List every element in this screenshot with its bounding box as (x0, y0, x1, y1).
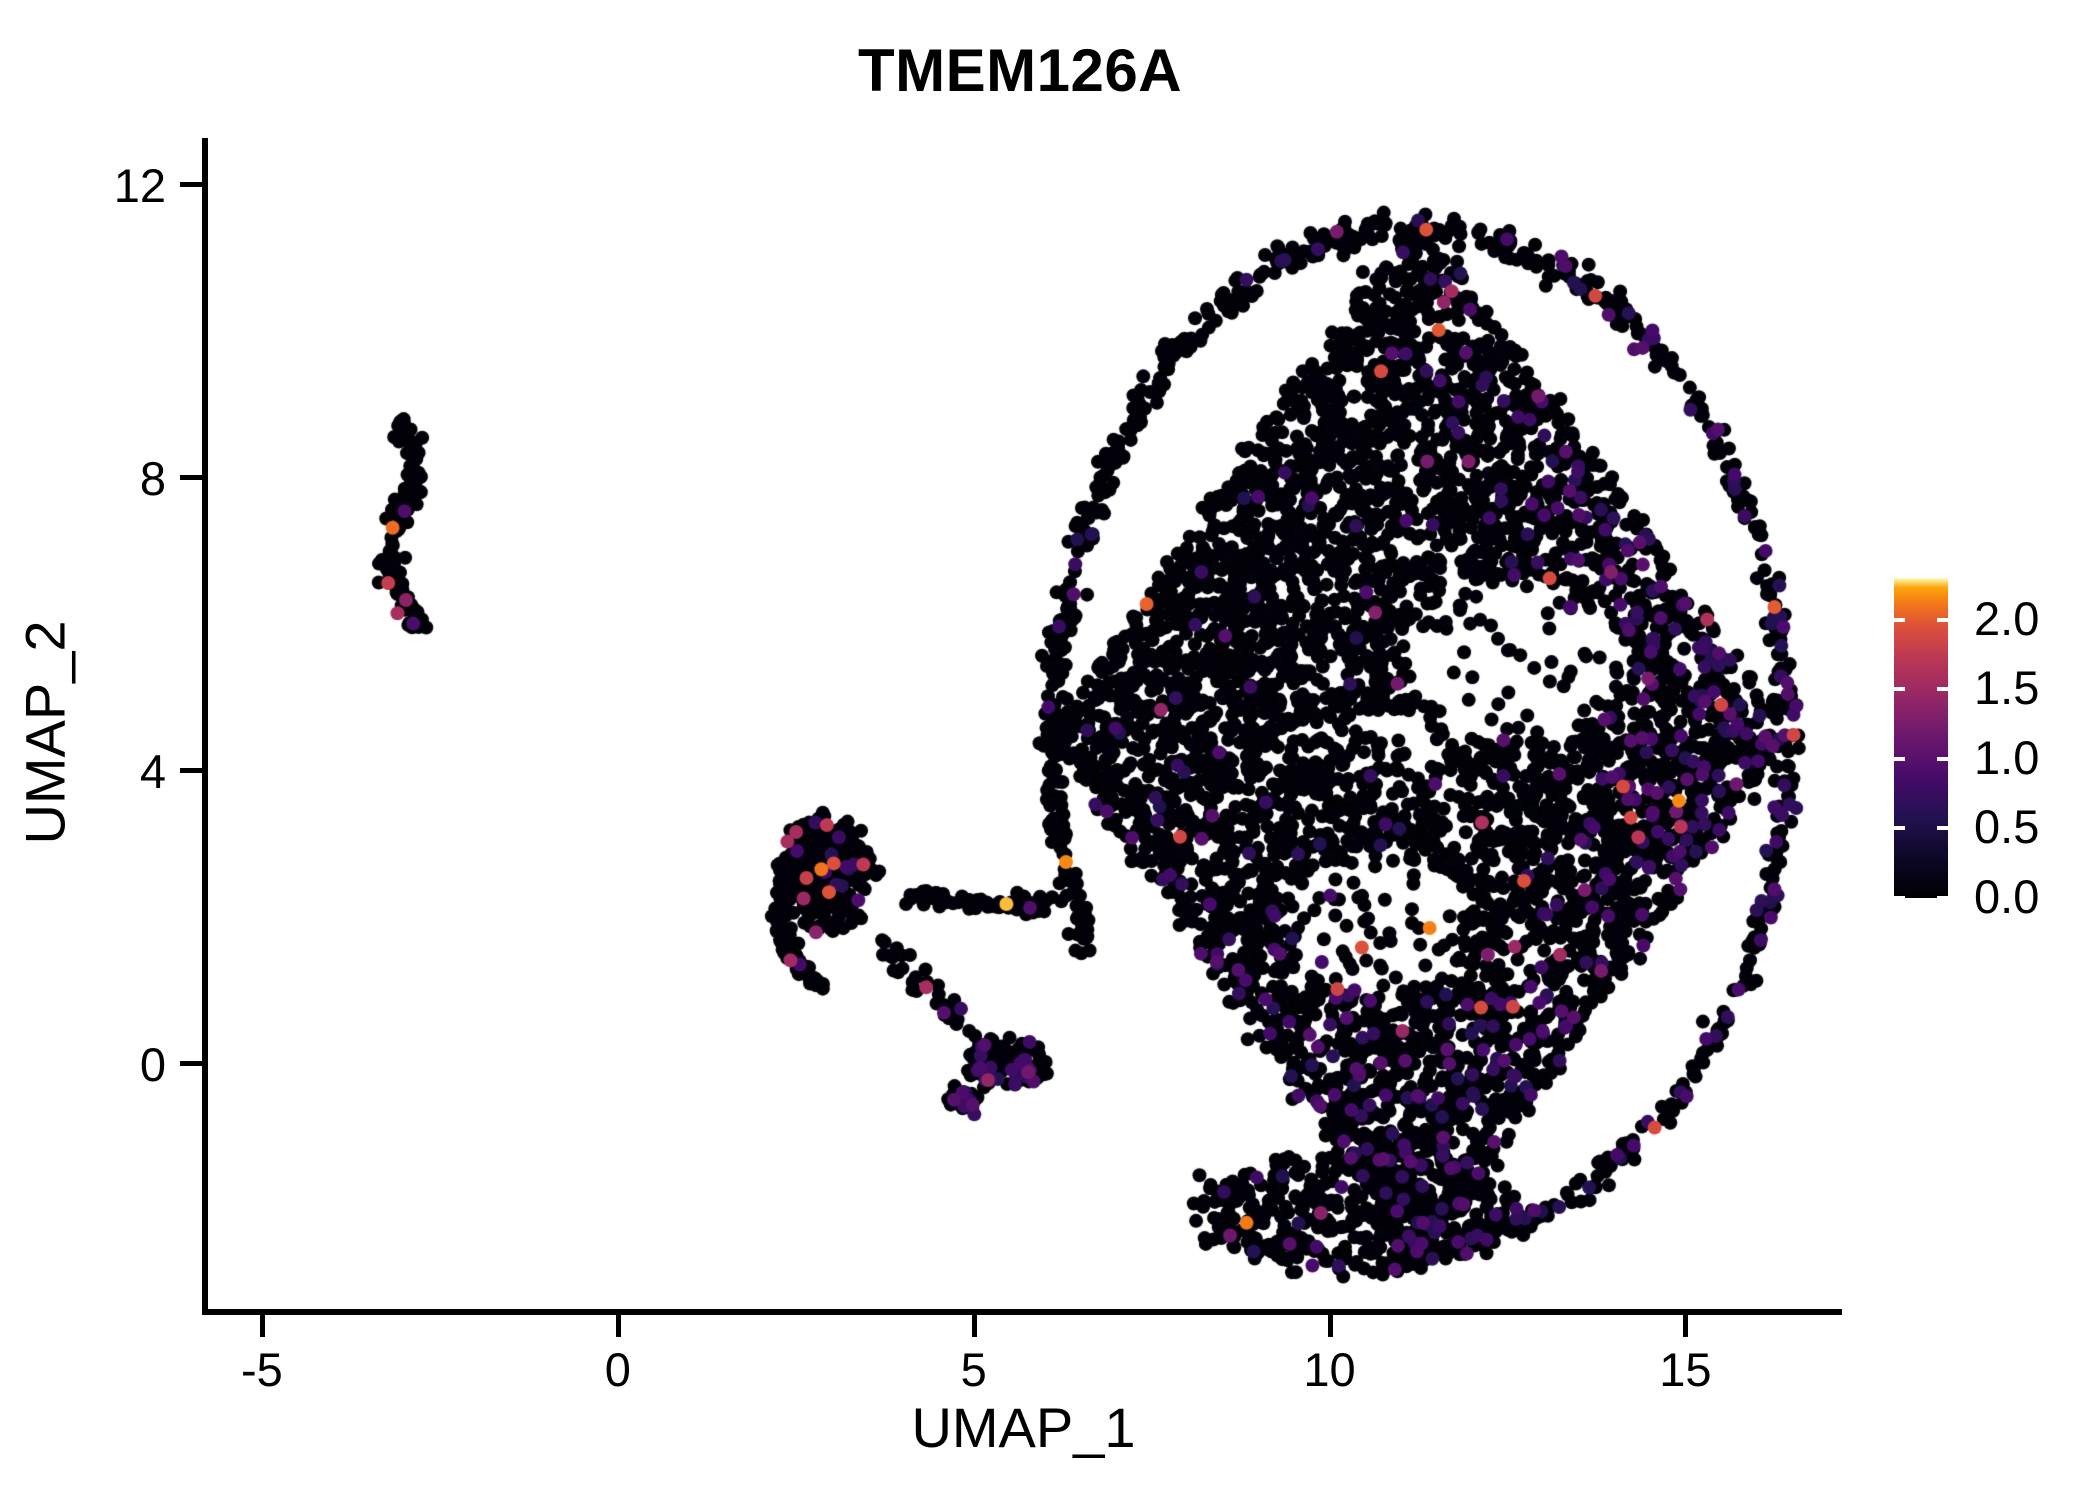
y-tick-label: 0 (139, 1037, 166, 1091)
x-tick-label: 5 (960, 1343, 987, 1396)
x-axis-title: UMAP_1 (911, 1396, 1136, 1459)
colorbar-tick-label: 0.0 (1974, 870, 2040, 923)
colorbar-tick-label: 1.0 (1974, 730, 2040, 784)
x-tick-mark (615, 1315, 621, 1337)
y-tick-mark (180, 181, 202, 187)
y-tick-mark (180, 767, 202, 773)
colorbar-tick-mark (1894, 617, 1905, 622)
x-tick-mark (971, 1315, 977, 1337)
x-tick-label: 0 (604, 1343, 631, 1396)
y-tick-mark (180, 474, 202, 480)
x-axis-line (202, 1309, 1842, 1315)
colorbar-gradient (1894, 578, 1948, 898)
colorbar-tick-mark (1894, 826, 1905, 831)
page-title: TMEM126A (857, 37, 1183, 104)
colorbar-tick-mark (1937, 896, 1948, 900)
x-tick-label: 15 (1659, 1343, 1712, 1396)
y-axis-line (202, 138, 208, 1315)
colorbar-tick-mark (1937, 826, 1948, 831)
scatter-points-layer (205, 140, 1842, 1312)
y-tick-label: 8 (139, 451, 166, 505)
x-tick-mark (259, 1315, 265, 1337)
colorbar-tick-label: 2.0 (1974, 591, 2040, 645)
y-axis-title: UMAP_2 (13, 620, 77, 845)
y-tick-label: 12 (113, 158, 166, 212)
x-tick-label: 10 (1303, 1343, 1356, 1396)
colorbar-tick-mark (1894, 756, 1905, 761)
colorbar-tick-mark (1894, 687, 1905, 692)
y-tick-mark (180, 1060, 202, 1066)
x-tick-mark (1327, 1315, 1333, 1337)
scatter-plot-panel (205, 140, 1842, 1312)
colorbar-legend: 0.0 0.5 1.0 1.5 2.0 (1894, 578, 2094, 920)
colorbar-tick-mark (1937, 687, 1948, 692)
colorbar-tick-mark (1894, 896, 1905, 900)
x-tick-mark (1683, 1315, 1689, 1337)
colorbar-tick-mark (1937, 617, 1948, 622)
colorbar-tick-label: 1.5 (1974, 661, 2040, 715)
y-tick-label: 4 (139, 744, 166, 798)
colorbar-tick-label: 0.5 (1974, 800, 2040, 854)
colorbar-tick-mark (1937, 756, 1948, 761)
x-tick-label: -5 (241, 1343, 283, 1396)
